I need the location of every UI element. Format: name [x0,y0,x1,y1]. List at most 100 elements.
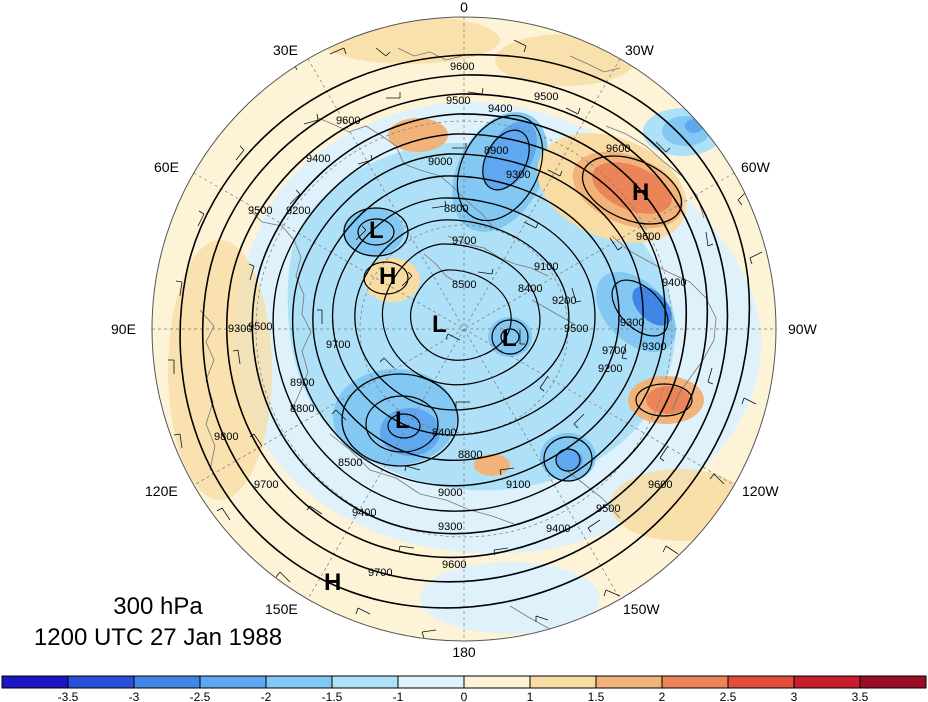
map-disk: 9600 9500 9400 9600 9500 9400 9200 9000 … [152,17,776,641]
contour-label: 8500 [452,279,476,291]
contour-label: 9300 [506,169,530,181]
contour-label: 9800 [214,431,238,443]
contour-label: 9400 [662,277,686,289]
contour-label: 8900 [484,145,508,157]
wind-barbs [168,39,763,639]
valid-time-title: 1200 UTC 27 Jan 1988 [33,624,283,651]
contour-label: 9400 [488,103,512,115]
colorbar-tick-label: 1.5 [588,690,605,702]
contour-label: 9500 [446,95,470,107]
contour-label: 9300 [642,341,666,353]
colorbar-swatch [332,676,399,688]
contour-label: 8800 [458,449,482,461]
contour-label: 8400 [432,427,456,439]
low-pressure-label: L [369,217,384,244]
low-pressure-label: L [502,325,517,352]
high-pressure-label: H [324,569,341,596]
colorbar-tick-label: -1 [393,690,404,702]
contour-label: 8500 [338,457,362,469]
longitude-label-150e: 150E [265,601,298,617]
colorbar-tick-label: -2 [261,690,272,702]
low-pressure-label: L [432,311,447,338]
longitude-label-120e: 120E [145,483,178,499]
contour-label: 9600 [648,479,672,491]
contour-label: 8800 [444,203,468,215]
longitude-label-60w: 60W [741,159,771,175]
contour-label: 9600 [336,115,360,127]
contour-label: 9400 [306,153,330,165]
contour-label: 9700 [326,339,350,351]
contour-label: 9500 [248,205,272,217]
contour-label: 9700 [254,479,278,491]
contour-label: 9000 [428,156,452,168]
colorbar-swatch [596,676,663,688]
longitude-label-0: 0 [460,0,468,15]
contour-label: 8400 [518,283,542,295]
contour-label: 9200 [598,363,622,375]
colorbar-swatch [662,676,729,688]
height-contours [179,53,751,609]
colorbar-swatch [728,676,795,688]
contour-label: 9300 [438,521,462,533]
contour-label: 9300 [228,323,252,335]
grid-lines [152,17,776,641]
contour-label: 9500 [534,91,558,103]
contour-label: 9600 [636,231,660,243]
longitude-labels: 0 30W 60W 90W 120W 150W 180 150E 120E 90… [111,0,818,660]
high-pressure-label: H [632,179,649,206]
contour-label: 9600 [450,61,474,73]
colorbar-tick-label: 1 [527,690,534,702]
longitude-label-120w: 120W [742,483,779,499]
colorbar-swatch [68,676,135,688]
colorbar-tick-label: 2.5 [720,690,737,702]
contour-label: 9600 [442,559,466,571]
colorbar-tick-label: 3.5 [852,690,869,702]
colorbar-swatch [266,676,333,688]
low-pressure-label: L [395,407,410,434]
contour-label: 8900 [290,377,314,389]
colorbar-tick-label: -2.5 [190,690,211,702]
longitude-label-30w: 30W [625,42,655,58]
colorbar-swatch [530,676,597,688]
colorbar-swatch [464,676,531,688]
map-boundary [151,16,777,642]
colorbar-tick-label: -3 [129,690,140,702]
contour-label: 9700 [452,235,476,247]
contour-label: 9700 [602,345,626,357]
colorbar-swatch [398,676,465,688]
contour-label: 9100 [506,479,530,491]
longitude-label-30e: 30E [273,42,298,58]
colorbar-tick-label: -1.5 [322,690,343,702]
colorbar-tick-label: 2 [659,690,666,702]
colorbar-tick-label: 3 [791,690,798,702]
colorbar: -3.5 -3 -2.5 -2 -1.5 -1 0 1 1.5 2 2.5 3 3.5 [1,675,927,702]
contour-label: 9400 [352,507,376,519]
contour-label: 9500 [248,321,272,333]
colorbar-tick-label: -3.5 [58,690,79,702]
pressure-centers: H L H L L L H [324,179,649,596]
contour-label: 9500 [596,503,620,515]
contour-label: 9300 [620,317,644,329]
pressure-level-title: 300 hPa [113,593,203,620]
colorbar-swatch [200,676,267,688]
contour-label: 9600 [606,143,630,155]
contour-label: 9100 [534,261,558,273]
contour-label: 9400 [546,523,570,535]
longitude-label-90e: 90E [111,321,136,337]
contour-label: 9000 [438,487,462,499]
colorbar-swatch [860,676,927,688]
colorbar-swatch [134,676,201,688]
contour-labels: 9600 9500 9400 9600 9500 9400 9200 9000 … [214,61,686,579]
contour-label: 9500 [564,323,588,335]
colorbar-swatch [794,676,861,688]
contour-label: 9200 [286,205,310,217]
contour-label: 9200 [552,295,576,307]
colorbar-tick-label: 0 [461,690,468,702]
longitude-label-150w: 150W [623,601,660,617]
longitude-label-60e: 60E [154,159,179,175]
high-pressure-label: H [379,263,396,290]
shading-field [168,17,762,634]
contour-label: 9700 [368,567,392,579]
contour-label: 8800 [290,403,314,415]
